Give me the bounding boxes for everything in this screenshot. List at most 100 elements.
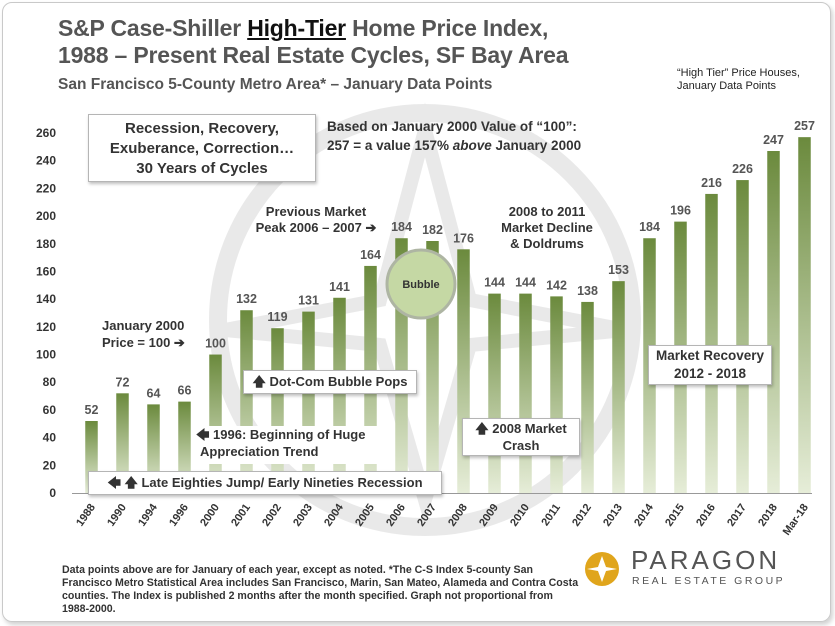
- chart-title: S&P Case-Shiller High-Tier Home Price In…: [58, 15, 569, 69]
- bar: [178, 401, 191, 493]
- title-line-2: 1988 – Present Real Estate Cycles, SF Ba…: [58, 42, 569, 68]
- recovery-note-line: 2012 - 2018: [673, 366, 747, 381]
- base-note-text: January 2000: [495, 138, 582, 153]
- recovery-note: Market Recovery 2012 - 2018: [648, 345, 772, 385]
- cycles-note: Recession, Recovery, Exuberance, Correct…: [88, 114, 316, 182]
- bar-value-label: 164: [360, 248, 381, 262]
- y-tick-label: 160: [36, 264, 56, 278]
- decline-note-line: Market Decline: [501, 220, 593, 235]
- y-tick-label: 20: [43, 458, 57, 472]
- base-note-text: 257 = a value 157%: [327, 138, 449, 153]
- y-tick-label: 200: [36, 209, 56, 223]
- chart-subtitle: San Francisco 5-County Metro Area* – Jan…: [58, 76, 493, 93]
- y-tick-label: 0: [49, 486, 56, 500]
- cycles-note-line: Exuberance, Correction…: [109, 140, 295, 157]
- crash-note-line: 🡅 2008 Market: [475, 421, 567, 436]
- base-value-note: Based on January 2000 Value of “100”: 25…: [327, 117, 581, 155]
- bar-value-label: 132: [236, 292, 257, 306]
- peak-note-line: Previous Market: [265, 204, 367, 219]
- x-tick-label: 2003: [291, 502, 315, 529]
- bar-value-label: 176: [453, 231, 474, 245]
- crash-note: 🡅 2008 Market Crash: [462, 418, 580, 456]
- bar-value-label: 141: [329, 280, 350, 294]
- y-tick-label: 180: [36, 237, 56, 251]
- huge-trend-note: 🡄 1996: Beginning of Huge Appreciation T…: [192, 426, 378, 464]
- bar-value-label: 184: [391, 220, 412, 234]
- crash-note-line: Crash: [502, 438, 540, 453]
- bar-value-label: 216: [701, 176, 722, 190]
- y-tick-label: 220: [36, 181, 56, 195]
- bar-value-label: 100: [205, 337, 226, 351]
- decline-note-line: & Doldrums: [510, 236, 584, 251]
- dotcom-note: 🡅 Dot-Com Bubble Pops: [243, 370, 417, 394]
- bar: [705, 193, 718, 493]
- base-note-emphasis: above: [452, 138, 492, 153]
- logo-tagline: REAL ESTATE GROUP: [632, 575, 786, 587]
- bar: [271, 328, 284, 493]
- recovery-note-line: Market Recovery: [655, 348, 765, 363]
- x-tick-label: 2017: [725, 502, 749, 529]
- bar: [488, 293, 501, 493]
- bar: [302, 311, 315, 493]
- x-tick-label: Mar-18: [781, 502, 811, 538]
- bar: [519, 293, 532, 493]
- bar: [550, 296, 563, 493]
- bar-value-label: 144: [484, 276, 505, 290]
- bar-value-label: 247: [763, 133, 784, 147]
- peak-note-line: Peak 2006 – 2007 ➔: [255, 220, 377, 235]
- bar-value-label: 196: [670, 204, 691, 218]
- bar: [767, 151, 780, 493]
- bar: [736, 180, 749, 494]
- y-tick-label: 40: [43, 431, 57, 445]
- bar-value-label: 64: [147, 386, 161, 400]
- x-tick-label: 1996: [167, 502, 191, 529]
- bar-value-label: 184: [639, 220, 660, 234]
- corner-note-line: January Data Points: [677, 80, 777, 92]
- x-tick-label: 2011: [539, 502, 563, 528]
- y-tick-label: 80: [43, 375, 57, 389]
- x-tick-label: 1988: [74, 502, 98, 529]
- title-highlight: High-Tier: [247, 15, 346, 41]
- late-eighties-note: 🡄 🡅 Late Eighties Jump/ Early Nineties R…: [88, 471, 442, 495]
- bar-value-label: 182: [422, 223, 443, 237]
- x-tick-label: 1990: [105, 502, 129, 529]
- huge-trend-line: Appreciation Trend: [200, 444, 319, 459]
- jan2000-note-line: January 2000: [102, 318, 185, 333]
- bubble-marker: Bubble: [385, 248, 457, 320]
- bar: [116, 393, 129, 493]
- base-note-line: Based on January 2000 Value of “100”:: [327, 119, 577, 134]
- previous-peak-note: Previous Market Peak 2006 – 2007 ➔: [246, 204, 386, 236]
- x-tick-label: 2016: [694, 502, 718, 529]
- cycles-note-line: 30 Years of Cycles: [136, 160, 268, 177]
- x-tick-label: 2018: [756, 502, 780, 529]
- bar-value-label: 226: [732, 162, 753, 176]
- y-tick-label: 240: [36, 154, 56, 168]
- bar-value-label: 153: [608, 263, 629, 277]
- paragon-logo: [585, 552, 619, 586]
- bar-value-label: 142: [546, 278, 567, 292]
- x-tick-label: 2012: [570, 502, 594, 529]
- bar: [147, 404, 160, 493]
- jan2000-note: January 2000 Price = 100 ➔: [102, 317, 185, 351]
- x-tick-label: 2014: [632, 501, 656, 529]
- decline-note-line: 2008 to 2011: [508, 204, 586, 219]
- x-tick-label: 2002: [260, 502, 284, 529]
- x-tick-label: 2013: [601, 502, 625, 529]
- bar-value-label: 66: [178, 384, 192, 398]
- decline-note: 2008 to 2011 Market Decline & Doldrums: [488, 204, 606, 252]
- y-tick-label: 260: [36, 126, 56, 140]
- x-tick-label: 1994: [136, 501, 160, 529]
- y-tick-label: 140: [36, 292, 56, 306]
- cycles-note-line: Recession, Recovery,: [125, 120, 279, 137]
- huge-trend-line: 🡄 1996: Beginning of Huge: [196, 427, 366, 442]
- bar: [240, 310, 253, 493]
- bar: [612, 281, 625, 493]
- x-tick-label: 2015: [663, 502, 687, 529]
- y-tick-label: 120: [36, 320, 56, 334]
- title-part: S&P Case-Shiller: [58, 15, 248, 41]
- y-tick-label: 60: [43, 403, 57, 417]
- corner-note-line: “High Tier” Price Houses,: [677, 67, 800, 79]
- x-tick-label: 2001: [229, 502, 253, 529]
